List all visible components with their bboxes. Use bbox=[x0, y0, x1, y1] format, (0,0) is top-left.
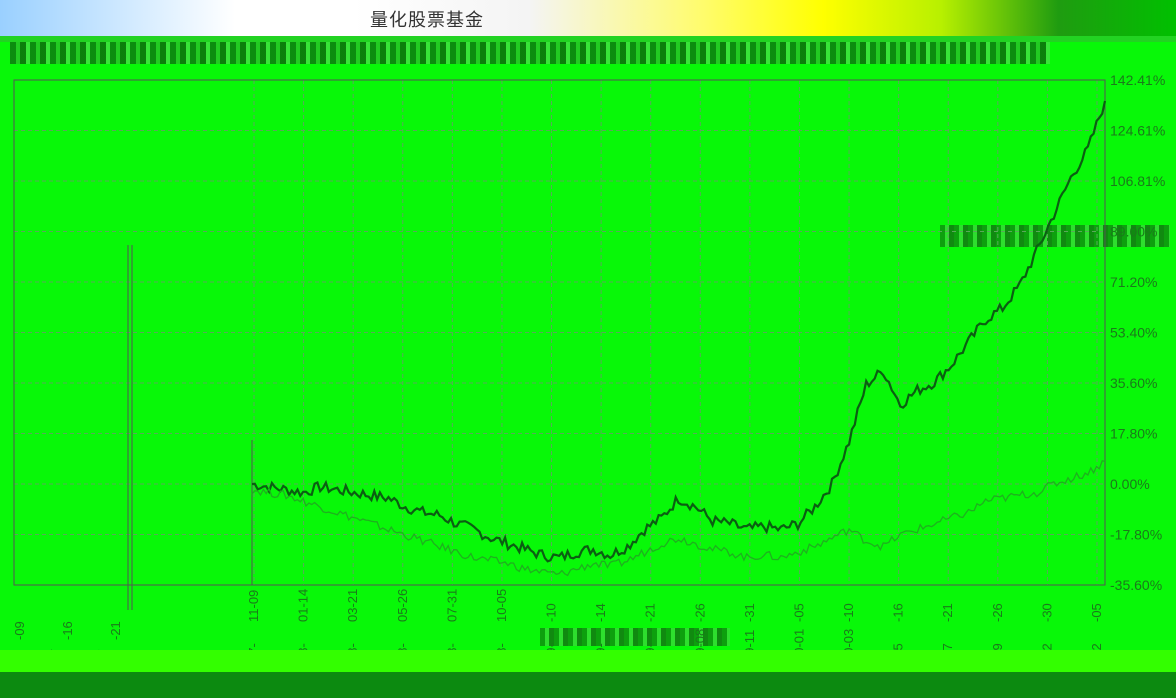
x-tick-label: 03-21 bbox=[345, 589, 360, 622]
y-tick-label: 71.20% bbox=[1110, 274, 1157, 290]
y-tick-label: 17.80% bbox=[1110, 426, 1157, 442]
fragment-tick-label: -21 bbox=[108, 621, 123, 640]
y-tick-label: 53.40% bbox=[1110, 325, 1157, 341]
x-tick-label: 10-05 bbox=[494, 589, 509, 622]
top-banner bbox=[0, 0, 1176, 36]
y-tick-labels: 142.41% 124.61% 106.81% 89.00% 71.20% 53.40% 3… bbox=[1110, 72, 1165, 593]
x-tick-label: -10 bbox=[841, 603, 856, 622]
x-tick-label: -26 bbox=[990, 603, 1005, 622]
x-tick-label: -30 bbox=[1039, 603, 1054, 622]
x-tick-label: -26 bbox=[692, 603, 707, 622]
x-tick-label: -21 bbox=[940, 603, 955, 622]
y-tick-label: 124.61% bbox=[1110, 122, 1165, 138]
plot-frame bbox=[13, 79, 1106, 586]
series-line bbox=[251, 100, 1107, 563]
y-tick-label: -35.60% bbox=[1110, 577, 1162, 593]
series-line bbox=[251, 460, 1106, 577]
y-tick-label: 142.41% bbox=[1110, 72, 1165, 88]
x-tick-label: 11-09 bbox=[246, 590, 261, 622]
top-divider bbox=[0, 36, 1176, 42]
x-tick-label: -05 bbox=[1089, 603, 1104, 622]
x-tick-label: 01-14 bbox=[296, 589, 311, 622]
bottom-dark-band bbox=[0, 672, 1176, 698]
grid-lines bbox=[14, 79, 1105, 586]
y-tick-label: 0.00% bbox=[1110, 476, 1150, 492]
series-group bbox=[251, 100, 1107, 577]
scrambled-title-strip bbox=[10, 42, 1050, 64]
noise-patch-2 bbox=[540, 628, 730, 646]
axes bbox=[13, 79, 1106, 610]
x-tick-label: -14 bbox=[593, 603, 608, 622]
x-tick-label: -16 bbox=[891, 603, 906, 622]
fragment-tick-label: -09 bbox=[12, 621, 27, 640]
x-tick-label: 05-26 bbox=[395, 589, 410, 622]
bottom-band bbox=[0, 650, 1176, 672]
fund-name: 量化股票基金 bbox=[370, 10, 484, 31]
y-tick-label: 106.81% bbox=[1110, 173, 1165, 189]
x-tick-label: -21 bbox=[643, 603, 658, 622]
y-tick-label: -17.80% bbox=[1110, 527, 1162, 543]
x-tick-label: 07-31 bbox=[444, 589, 459, 622]
fragment-tick-label: -16 bbox=[60, 621, 75, 640]
x-tick-label: -31 bbox=[742, 603, 757, 622]
y-tick-label: 89.00% bbox=[1110, 224, 1157, 240]
x-tick-label: -10 bbox=[544, 603, 559, 622]
y-tick-label: 35.60% bbox=[1110, 375, 1157, 391]
x-tick-label: -05 bbox=[791, 603, 806, 622]
